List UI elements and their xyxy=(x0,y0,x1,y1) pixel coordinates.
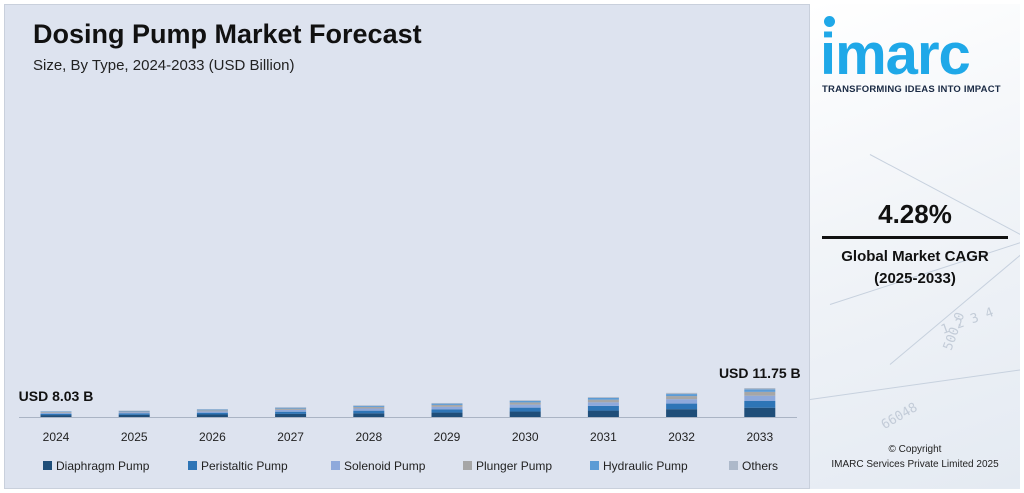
x-tick-label: 2030 xyxy=(512,430,539,444)
bar-segment-solenoid-pump-2024 xyxy=(40,412,72,414)
imarc-logo: imarc xyxy=(820,22,971,87)
x-tick-label: 2028 xyxy=(355,430,382,444)
bar-segment-hydraulic-pump-2026 xyxy=(196,409,228,411)
cagr-label: Global Market CAGR xyxy=(841,248,989,265)
data-label-total-2033: USD 11.75 B xyxy=(719,365,801,381)
bar-segment-peristaltic-pump-2030 xyxy=(509,407,541,412)
x-tick-label: 2031 xyxy=(590,430,617,444)
decorative-number: 66048 xyxy=(878,400,921,433)
legend-label-diaphragm-pump: Diaphragm Pump xyxy=(56,459,150,473)
bar-segment-hydraulic-pump-2027 xyxy=(275,407,307,409)
bar-segment-hydraulic-pump-2028 xyxy=(353,405,385,407)
bar-segment-solenoid-pump-2025 xyxy=(118,412,150,414)
legend-label-solenoid-pump: Solenoid Pump xyxy=(344,459,426,473)
legend-swatch-diaphragm-pump xyxy=(43,461,52,470)
bar-segment-solenoid-pump-2033 xyxy=(744,395,776,401)
legend-label-plunger-pump: Plunger Pump xyxy=(476,459,552,473)
bar-segment-solenoid-pump-2026 xyxy=(196,411,228,413)
x-tick-label: 2029 xyxy=(434,430,461,444)
legend-label-hydraulic-pump: Hydraulic Pump xyxy=(603,459,688,473)
legend-label-others: Others xyxy=(742,459,778,473)
bar-segment-others-2028 xyxy=(353,405,385,406)
bar-segment-peristaltic-pump-2025 xyxy=(118,413,150,415)
bar-segment-others-2027 xyxy=(275,407,307,408)
bar-segment-diaphragm-pump-2026 xyxy=(196,414,228,417)
bar-segment-plunger-pump-2033 xyxy=(744,391,776,396)
legend-swatch-hydraulic-pump xyxy=(590,461,599,470)
cagr-value: 4.28% xyxy=(878,199,952,229)
bar-segment-diaphragm-pump-2024 xyxy=(40,415,72,417)
bar-segment-others-2031 xyxy=(587,397,619,398)
bar-segment-diaphragm-pump-2028 xyxy=(353,413,385,417)
decorative-line xyxy=(810,368,1020,400)
bar-segment-peristaltic-pump-2024 xyxy=(40,413,72,416)
chart-title: Dosing Pump Market Forecast xyxy=(33,19,422,49)
bar-segment-plunger-pump-2026 xyxy=(196,410,228,412)
bar-segment-hydraulic-pump-2031 xyxy=(587,397,619,400)
bar-segment-diaphragm-pump-2025 xyxy=(118,414,150,417)
chart-panel: Dosing Pump Market Forecast Size, By Typ… xyxy=(4,4,810,489)
stacked-bar-chart: 2024 2025 2026 2027 2028 2029 2030 2031 2032 2033… xyxy=(19,365,801,473)
bar-segment-diaphragm-pump-2033 xyxy=(744,407,776,417)
copyright-owner: IMARC Services Private Limited 2025 xyxy=(831,459,999,470)
x-tick-label: 2027 xyxy=(277,430,304,444)
bar-segment-peristaltic-pump-2031 xyxy=(587,405,619,411)
legend-swatch-others xyxy=(729,461,738,470)
bar-segment-others-2033 xyxy=(744,388,776,390)
bar-segment-plunger-pump-2031 xyxy=(587,399,619,403)
cagr-period: (2025-2033) xyxy=(874,270,956,287)
bar-segment-solenoid-pump-2030 xyxy=(509,404,541,408)
bar-segment-hydraulic-pump-2030 xyxy=(509,400,541,403)
x-tick-label: 2033 xyxy=(746,430,773,444)
cagr-divider xyxy=(822,236,1008,239)
chart-subtitle: Size, By Type, 2024-2033 (USD Billion) xyxy=(33,57,295,74)
bar-segment-peristaltic-pump-2032 xyxy=(666,403,698,410)
legend-swatch-solenoid-pump xyxy=(331,461,340,470)
bar-segment-solenoid-pump-2028 xyxy=(353,408,385,411)
x-tick-label: 2025 xyxy=(121,430,148,444)
bar-segment-others-2030 xyxy=(509,400,541,401)
copyright-notice: © Copyright xyxy=(888,444,942,455)
bar-segment-peristaltic-pump-2028 xyxy=(353,410,385,414)
data-label-total-2024: USD 8.03 B xyxy=(19,388,94,404)
legend-swatch-plunger-pump xyxy=(463,461,472,470)
bar-segment-peristaltic-pump-2026 xyxy=(196,412,228,415)
x-tick-label: 2026 xyxy=(199,430,226,444)
bar-segment-peristaltic-pump-2033 xyxy=(744,401,776,408)
logo-tagline: TRANSFORMING IDEAS INTO IMPACT xyxy=(822,84,1001,95)
bar-segment-hydraulic-pump-2024 xyxy=(40,411,72,413)
bar-segment-solenoid-pump-2031 xyxy=(587,402,619,406)
decorative-number: 1 2 3 4 xyxy=(939,305,996,338)
legend-label-peristaltic-pump: Peristaltic Pump xyxy=(201,459,288,473)
bar-segment-plunger-pump-2024 xyxy=(40,412,72,413)
bar-segment-plunger-pump-2027 xyxy=(275,408,307,410)
bar-segment-solenoid-pump-2029 xyxy=(431,406,463,410)
bar-segment-hydraulic-pump-2032 xyxy=(666,394,698,397)
bar-segment-solenoid-pump-2027 xyxy=(275,409,307,412)
bar-segment-plunger-pump-2028 xyxy=(353,406,385,409)
bar-segment-plunger-pump-2025 xyxy=(118,411,150,413)
bar-segment-diaphragm-pump-2032 xyxy=(666,409,698,417)
bar-segment-plunger-pump-2032 xyxy=(666,396,698,400)
logo-dot xyxy=(824,16,835,27)
bar-segment-plunger-pump-2029 xyxy=(431,404,463,407)
x-tick-label: 2032 xyxy=(668,430,695,444)
bar-segment-diaphragm-pump-2029 xyxy=(431,412,463,417)
bar-segment-diaphragm-pump-2030 xyxy=(509,411,541,417)
bar-segment-hydraulic-pump-2025 xyxy=(118,410,150,412)
bar-segment-peristaltic-pump-2029 xyxy=(431,409,463,413)
bar-segment-others-2032 xyxy=(666,392,698,395)
legend-swatch-peristaltic-pump xyxy=(188,461,197,470)
bar-segment-solenoid-pump-2032 xyxy=(666,399,698,404)
bar-segment-peristaltic-pump-2027 xyxy=(275,411,307,414)
bar-segment-plunger-pump-2030 xyxy=(509,402,541,405)
x-tick-label: 2024 xyxy=(43,430,70,444)
bar-segment-hydraulic-pump-2029 xyxy=(431,403,463,405)
bar-segment-diaphragm-pump-2027 xyxy=(275,413,307,417)
bar-segment-hydraulic-pump-2033 xyxy=(744,389,776,392)
bar-segment-others-2029 xyxy=(431,402,463,404)
branding-panel: 500.0 1 2 3 4 66048 imarc TRANSFORMING I… xyxy=(810,4,1020,489)
bar-segment-diaphragm-pump-2031 xyxy=(587,410,619,417)
